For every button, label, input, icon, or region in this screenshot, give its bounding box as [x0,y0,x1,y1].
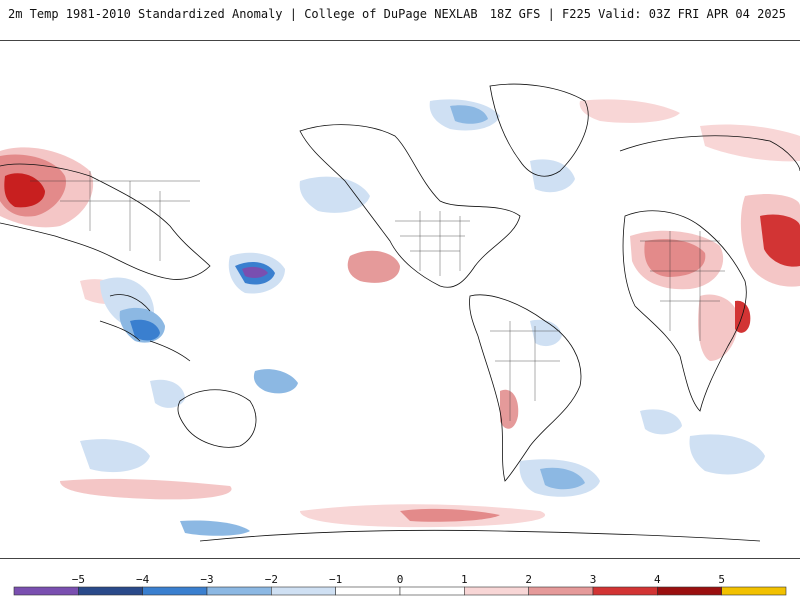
colorbar-legend: −5 −4 −3 −2 −1 0 1 2 3 4 5 [0,560,800,600]
colorbar-segment [78,586,143,596]
colorbar-tick-label: 2 [525,573,532,586]
colorbar-segment [142,586,208,596]
colorbar-tick-label: −2 [265,573,278,586]
colorbar-segment [335,586,401,596]
map-title: 2m Temp 1981-2010 Standardized Anomaly |… [8,7,478,21]
colorbar-tick-label: 1 [461,573,468,586]
colorbar-tick-label: −3 [200,573,213,586]
country-borders [30,171,725,421]
cool-anomaly-shading [80,99,765,536]
colorbar-segment [464,586,529,596]
colorbar-tick-label: 0 [397,573,404,586]
colorbar-tick-label: −4 [136,573,150,586]
header-bar: 2m Temp 1981-2010 Standardized Anomaly |… [0,0,800,40]
anomaly-map [0,40,800,559]
colorbar-tick-label: −1 [329,573,342,586]
colorbar-segment [206,586,272,596]
colorbar-segment [528,586,594,596]
colorbar-segment [721,586,787,596]
colorbar-segment [271,586,336,596]
warm-anomaly-shading [0,99,800,528]
colorbar-segment [592,586,658,596]
colorbar-segment [13,586,79,596]
colorbar-tick-label: 4 [654,573,661,586]
colorbar: −5 −4 −3 −2 −1 0 1 2 3 4 5 [13,573,787,596]
valid-time-label: 18Z GFS | F225 Valid: 03Z FRI APR 04 202… [489,7,786,21]
colorbar-tick-label: 5 [718,573,725,586]
colorbar-segment [657,586,722,596]
colorbar-tick-label: −5 [72,573,85,586]
colorbar-segment [399,586,465,596]
map-canvas [0,83,800,542]
colorbar-tick-label: 3 [590,573,597,586]
